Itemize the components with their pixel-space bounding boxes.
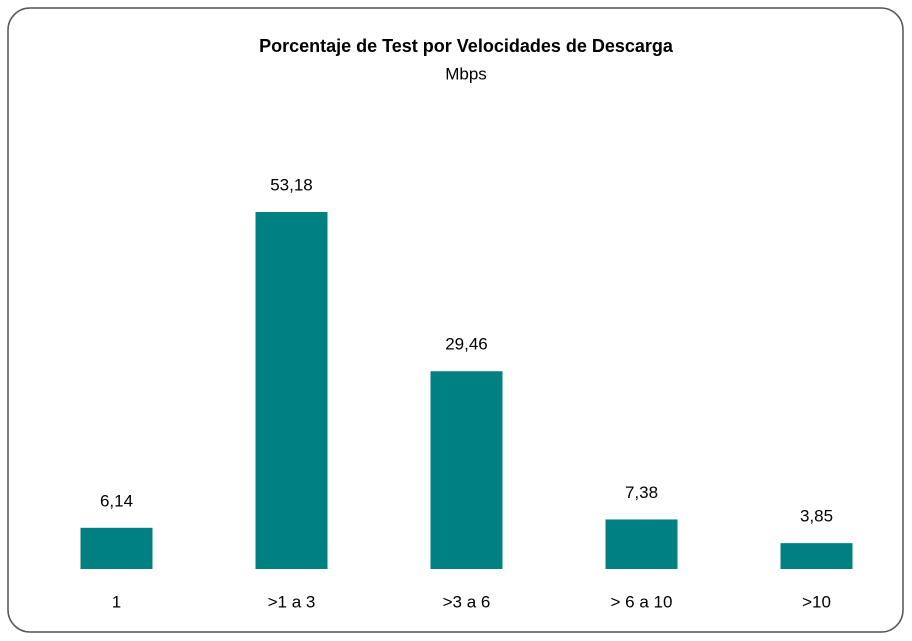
x-tick-label: >10	[802, 592, 831, 611]
x-tick-label: > 6 a 10	[611, 592, 673, 611]
data-label: 53,18	[270, 175, 313, 194]
chart-title: Porcentaje de Test por Velocidades de De…	[259, 36, 674, 56]
bar	[605, 519, 678, 569]
x-tick-label: >3 a 6	[443, 592, 491, 611]
x-tick-label: >1 a 3	[268, 592, 316, 611]
bar	[430, 371, 503, 569]
bar	[255, 212, 328, 569]
data-label: 3,85	[800, 507, 833, 526]
data-label: 7,38	[625, 483, 658, 502]
bar	[80, 527, 153, 569]
chart-subtitle: Mbps	[445, 64, 487, 83]
data-label: 29,46	[445, 335, 488, 354]
x-tick-label: 1	[112, 592, 121, 611]
bar	[780, 543, 853, 569]
data-label: 6,14	[100, 491, 133, 510]
chart-frame	[7, 7, 904, 633]
